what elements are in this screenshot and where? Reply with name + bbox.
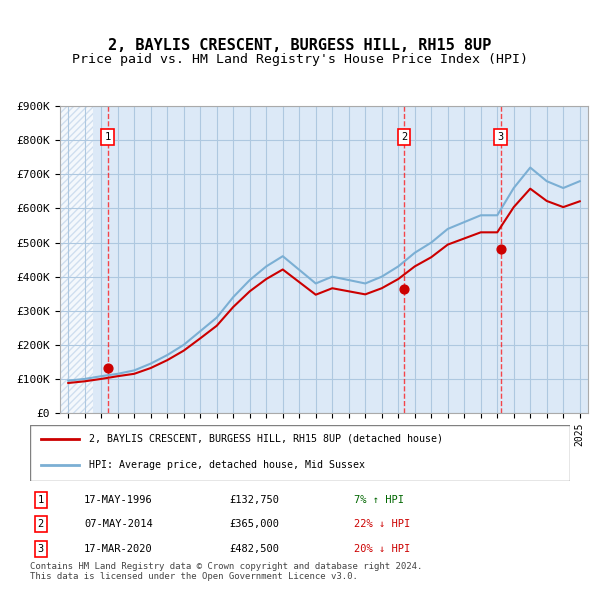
Text: 1: 1 xyxy=(104,132,110,142)
Point xyxy=(400,284,409,293)
Text: 3: 3 xyxy=(38,544,44,553)
Text: 2, BAYLIS CRESCENT, BURGESS HILL, RH15 8UP: 2, BAYLIS CRESCENT, BURGESS HILL, RH15 8… xyxy=(109,38,491,53)
Text: 07-MAY-2014: 07-MAY-2014 xyxy=(84,519,153,529)
Text: £132,750: £132,750 xyxy=(230,495,280,505)
Point xyxy=(496,244,506,253)
Text: £482,500: £482,500 xyxy=(230,544,280,553)
Text: 17-MAY-1996: 17-MAY-1996 xyxy=(84,495,153,505)
Text: Contains HM Land Registry data © Crown copyright and database right 2024.
This d: Contains HM Land Registry data © Crown c… xyxy=(30,562,422,581)
Text: 1: 1 xyxy=(38,495,44,505)
Text: 3: 3 xyxy=(497,132,504,142)
Text: HPI: Average price, detached house, Mid Sussex: HPI: Average price, detached house, Mid … xyxy=(89,460,365,470)
Text: 2: 2 xyxy=(401,132,407,142)
FancyBboxPatch shape xyxy=(30,425,570,481)
Point xyxy=(103,363,112,372)
Text: Price paid vs. HM Land Registry's House Price Index (HPI): Price paid vs. HM Land Registry's House … xyxy=(72,53,528,66)
Text: £365,000: £365,000 xyxy=(230,519,280,529)
Text: 7% ↑ HPI: 7% ↑ HPI xyxy=(354,495,404,505)
Bar xyxy=(60,106,93,413)
Text: 22% ↓ HPI: 22% ↓ HPI xyxy=(354,519,410,529)
Text: 17-MAR-2020: 17-MAR-2020 xyxy=(84,544,153,553)
Text: 20% ↓ HPI: 20% ↓ HPI xyxy=(354,544,410,553)
Text: 2: 2 xyxy=(38,519,44,529)
Text: 2, BAYLIS CRESCENT, BURGESS HILL, RH15 8UP (detached house): 2, BAYLIS CRESCENT, BURGESS HILL, RH15 8… xyxy=(89,434,443,444)
